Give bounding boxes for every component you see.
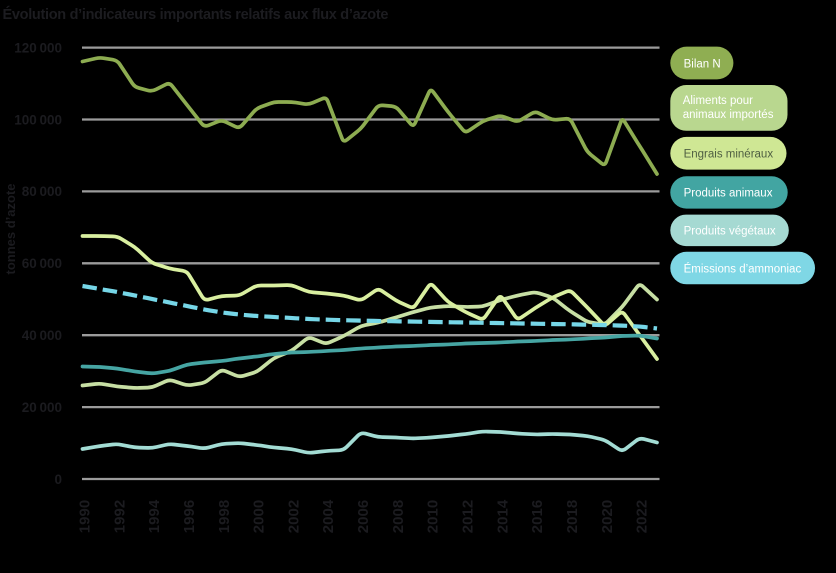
svg-text:Aliments pour: Aliments pour [683, 95, 753, 107]
svg-text:2000: 2000 [251, 500, 268, 533]
svg-text:2012: 2012 [460, 500, 477, 533]
svg-text:1998: 1998 [216, 500, 233, 533]
svg-text:80 000: 80 000 [22, 184, 62, 199]
svg-text:Produits végétaux: Produits végétaux [684, 226, 776, 238]
svg-text:Engrais minéraux: Engrais minéraux [684, 149, 774, 161]
svg-text:100 000: 100 000 [14, 112, 62, 127]
svg-text:Bilan N: Bilan N [684, 59, 721, 71]
svg-text:animaux importés: animaux importés [683, 109, 774, 121]
svg-text:0: 0 [54, 472, 62, 487]
svg-text:1994: 1994 [146, 499, 163, 533]
svg-text:2022: 2022 [634, 500, 651, 533]
svg-text:120 000: 120 000 [14, 40, 62, 55]
svg-text:2006: 2006 [355, 500, 372, 533]
svg-text:tonnes d’azote: tonnes d’azote [3, 183, 18, 274]
svg-text:2018: 2018 [564, 500, 581, 533]
svg-text:1992: 1992 [111, 500, 128, 533]
svg-text:2020: 2020 [599, 500, 616, 533]
svg-text:Émissions d’ammoniac: Émissions d’ammoniac [684, 262, 802, 275]
svg-text:Produits animaux: Produits animaux [684, 188, 773, 200]
svg-text:2010: 2010 [425, 500, 442, 533]
svg-text:2004: 2004 [320, 499, 337, 533]
svg-text:20 000: 20 000 [22, 400, 62, 415]
svg-text:1990: 1990 [77, 500, 94, 533]
svg-text:Évolution d’indicateurs import: Évolution d’indicateurs importants relat… [3, 6, 389, 23]
svg-text:2002: 2002 [285, 500, 302, 533]
svg-text:40 000: 40 000 [22, 328, 62, 343]
svg-text:60 000: 60 000 [22, 256, 62, 271]
svg-text:2008: 2008 [390, 500, 407, 533]
svg-text:2016: 2016 [529, 500, 546, 533]
svg-text:1996: 1996 [181, 500, 198, 533]
svg-text:2014: 2014 [494, 499, 511, 533]
